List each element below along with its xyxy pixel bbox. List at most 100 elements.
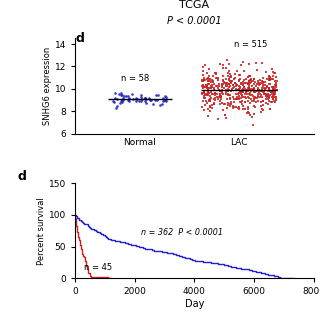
Point [238, 100, 243, 105]
Point [206, 90, 212, 95]
Point [218, 94, 223, 100]
Point [225, 73, 230, 78]
Point [235, 68, 240, 74]
Point [201, 64, 206, 69]
Point [215, 83, 220, 88]
Point [238, 73, 243, 78]
Point [271, 95, 276, 100]
Point [220, 90, 225, 95]
Point [225, 92, 230, 98]
Point [227, 96, 232, 101]
Point [212, 102, 217, 107]
Point [204, 83, 209, 88]
Point [246, 81, 251, 86]
Point [216, 116, 221, 122]
Point [225, 100, 230, 106]
Point [241, 86, 246, 92]
Point [219, 84, 224, 90]
Point [231, 85, 236, 90]
Point [273, 90, 278, 95]
Point [247, 92, 252, 97]
Point [272, 94, 277, 100]
Point [260, 106, 265, 111]
Point [209, 84, 214, 89]
Point [213, 71, 219, 76]
Point [272, 82, 277, 87]
Point [261, 108, 266, 113]
Point [232, 76, 237, 81]
Point [233, 84, 238, 89]
Point [243, 95, 248, 100]
Point [270, 92, 275, 97]
Point [241, 89, 246, 94]
Point [201, 84, 206, 89]
Point [211, 91, 216, 96]
Point [221, 85, 226, 91]
Point [212, 91, 217, 96]
Point [200, 98, 205, 103]
Point [227, 74, 232, 79]
Point [270, 73, 276, 78]
Point [162, 98, 167, 103]
Point [209, 85, 214, 90]
Point [245, 89, 250, 94]
Point [208, 104, 213, 109]
Point [259, 109, 264, 115]
Point [240, 107, 245, 112]
Point [210, 92, 215, 97]
Point [208, 104, 213, 109]
Point [204, 84, 210, 90]
Point [245, 82, 251, 87]
Point [163, 96, 168, 101]
Point [267, 85, 272, 91]
Point [252, 104, 258, 109]
Point [208, 80, 213, 85]
Point [269, 77, 274, 82]
Point [264, 100, 269, 106]
Point [241, 59, 246, 64]
Point [216, 96, 221, 101]
Point [272, 87, 277, 92]
Point [201, 83, 206, 88]
Point [215, 86, 220, 91]
Point [259, 81, 264, 86]
Point [256, 95, 261, 100]
Point [264, 91, 269, 96]
Point [247, 91, 252, 96]
Point [206, 97, 211, 102]
Point [210, 102, 215, 108]
Point [162, 97, 167, 102]
Point [217, 61, 222, 67]
Point [222, 80, 227, 85]
Point [142, 95, 148, 100]
Point [233, 91, 238, 96]
Point [252, 86, 257, 92]
Point [236, 95, 241, 100]
Point [211, 82, 216, 87]
Point [260, 90, 265, 95]
Point [159, 101, 164, 107]
Point [259, 104, 264, 109]
Point [220, 87, 225, 92]
Point [252, 96, 257, 101]
Point [272, 78, 277, 83]
Point [266, 74, 271, 79]
Point [212, 100, 217, 106]
Point [247, 79, 252, 84]
Point [239, 95, 244, 100]
Point [249, 79, 254, 84]
Point [236, 86, 241, 91]
X-axis label: Day: Day [185, 299, 204, 309]
Point [205, 90, 210, 95]
Point [245, 105, 250, 110]
Point [201, 93, 206, 98]
Point [255, 79, 260, 84]
Point [224, 96, 229, 101]
Point [258, 100, 263, 105]
Text: n = 45: n = 45 [84, 262, 113, 271]
Point [236, 88, 241, 93]
Text: n = 515: n = 515 [234, 40, 268, 49]
Point [228, 78, 233, 84]
Point [245, 87, 250, 92]
Point [260, 88, 265, 93]
